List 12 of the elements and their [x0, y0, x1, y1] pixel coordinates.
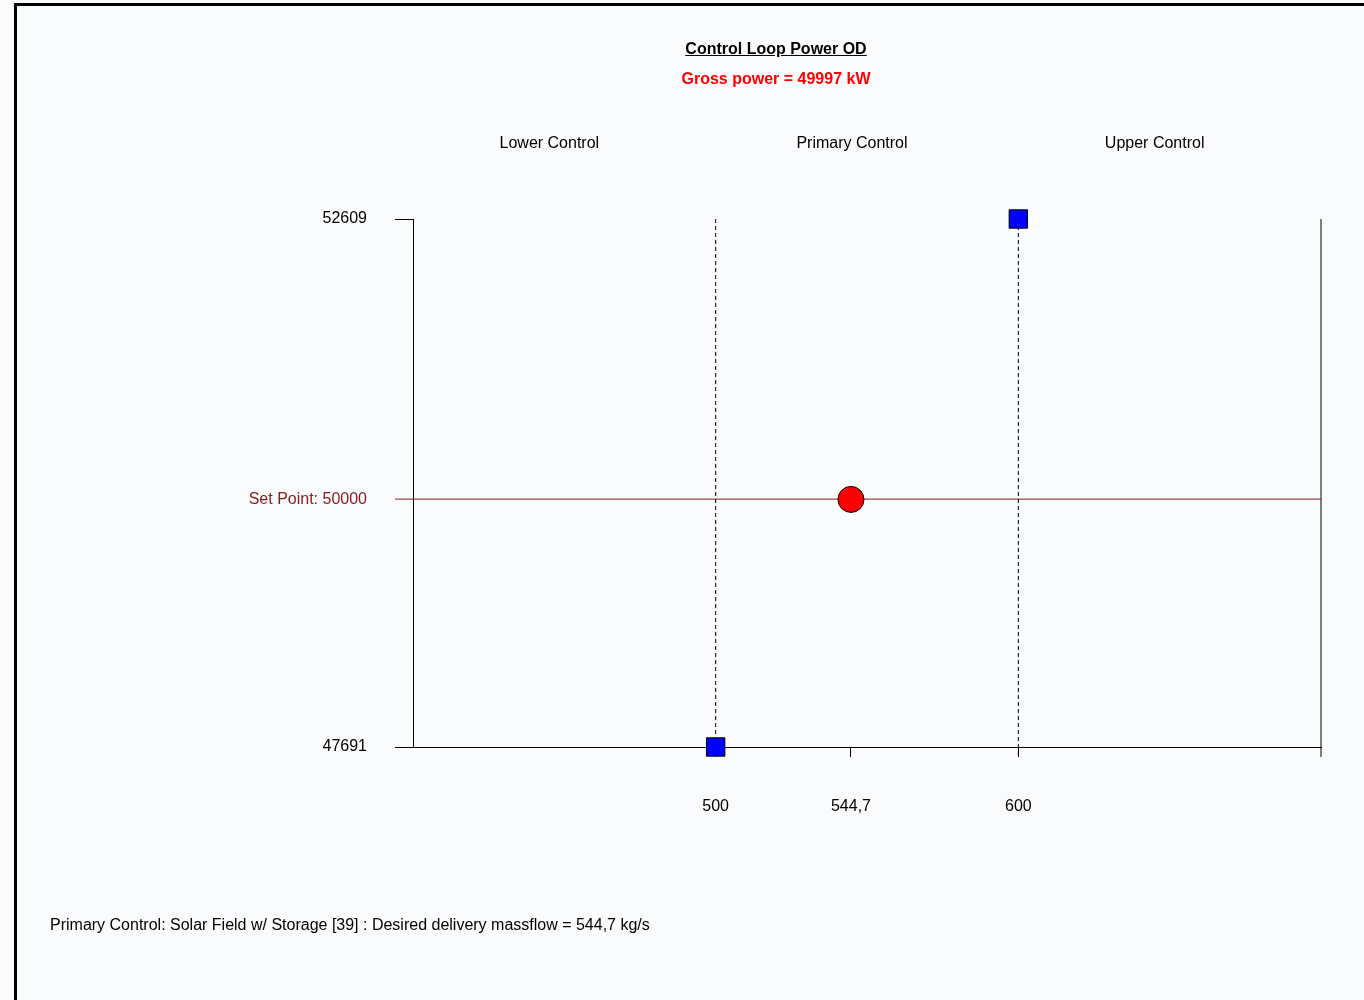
chart-title: Control Loop Power OD: [684, 40, 868, 58]
text: Primary Control: [796, 134, 908, 152]
text: Upper Control: [1104, 134, 1205, 152]
y-tick-label: 47691: [322, 737, 368, 755]
x-tick-label: 600: [1004, 797, 1032, 815]
x-tick-label: 544,7: [830, 797, 872, 815]
text: Lower Control: [499, 134, 600, 152]
y-tick-label: 52609: [322, 209, 368, 227]
x-tick-label: 500: [702, 797, 730, 815]
ref-line-label: Set Point: 50000: [248, 489, 368, 507]
text: Primary Control: Solar Field w/ Storage [39] : Desired delivery massflow = 544,7 kg/s: [50, 916, 650, 934]
chart-subtitle: Gross power = 49997 kW: [680, 70, 872, 88]
